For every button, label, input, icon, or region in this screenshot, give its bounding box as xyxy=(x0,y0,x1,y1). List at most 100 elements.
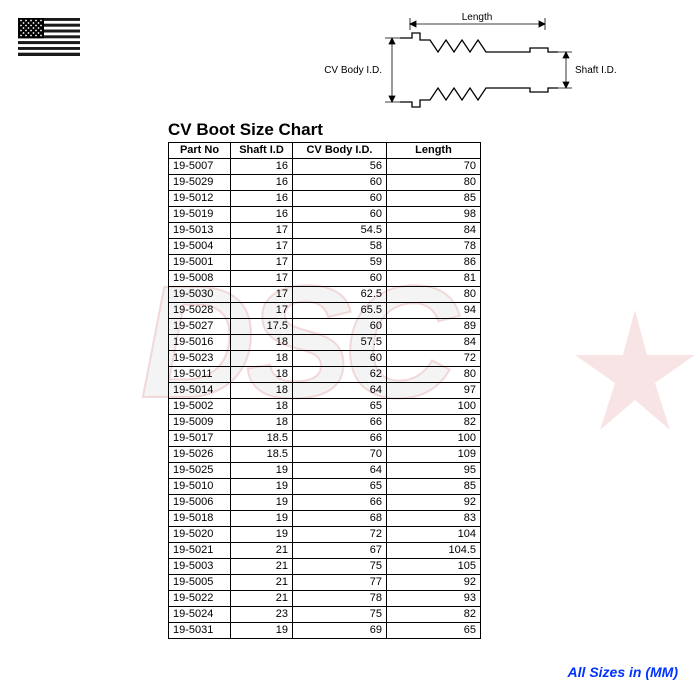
cell-part: 19-5021 xyxy=(169,543,231,559)
cv-boot-diagram: Length CV Body I.D. Shaft I.D. xyxy=(300,10,620,125)
table-row: 19-5010196585 xyxy=(169,479,481,495)
cell-part: 19-5013 xyxy=(169,223,231,239)
cell-part: 19-5011 xyxy=(169,367,231,383)
table-row: 19-50021865100 xyxy=(169,399,481,415)
cell-shaft: 19 xyxy=(231,527,293,543)
cell-body: 65.5 xyxy=(293,303,387,319)
cell-part: 19-5028 xyxy=(169,303,231,319)
table-row: 19-50281765.594 xyxy=(169,303,481,319)
cell-body: 56 xyxy=(293,159,387,175)
flag-svg xyxy=(18,18,80,56)
col-part: Part No xyxy=(169,143,231,159)
table-row: 19-50161857.584 xyxy=(169,335,481,351)
table-row: 19-50201972104 xyxy=(169,527,481,543)
table-row: 19-50301762.580 xyxy=(169,287,481,303)
cell-shaft: 17 xyxy=(231,255,293,271)
cell-shaft: 18 xyxy=(231,383,293,399)
table-row: 19-50032175105 xyxy=(169,559,481,575)
cell-body: 75 xyxy=(293,607,387,623)
cell-part: 19-5031 xyxy=(169,623,231,639)
diagram-svg: Length CV Body I.D. Shaft I.D. xyxy=(300,10,620,120)
cell-shaft: 18 xyxy=(231,399,293,415)
cell-part: 19-5002 xyxy=(169,399,231,415)
cell-part: 19-5012 xyxy=(169,191,231,207)
cell-body: 60 xyxy=(293,319,387,335)
table-row: 19-5007165670 xyxy=(169,159,481,175)
cell-body: 58 xyxy=(293,239,387,255)
cell-shaft: 16 xyxy=(231,159,293,175)
cell-length: 100 xyxy=(387,431,481,447)
cell-shaft: 19 xyxy=(231,495,293,511)
cell-shaft: 18 xyxy=(231,415,293,431)
cell-length: 80 xyxy=(387,287,481,303)
table-row: 19-5005217792 xyxy=(169,575,481,591)
table-row: 19-50131754.584 xyxy=(169,223,481,239)
cell-shaft: 17 xyxy=(231,239,293,255)
cell-part: 19-5019 xyxy=(169,207,231,223)
cell-body: 68 xyxy=(293,511,387,527)
cell-shaft: 16 xyxy=(231,175,293,191)
cell-body: 64 xyxy=(293,383,387,399)
cell-length: 80 xyxy=(387,175,481,191)
cell-part: 19-5004 xyxy=(169,239,231,255)
us-flag xyxy=(18,18,80,61)
cell-body: 60 xyxy=(293,175,387,191)
cell-part: 19-5023 xyxy=(169,351,231,367)
cell-shaft: 18.5 xyxy=(231,447,293,463)
cell-part: 19-5008 xyxy=(169,271,231,287)
cell-part: 19-5007 xyxy=(169,159,231,175)
cell-body: 64 xyxy=(293,463,387,479)
cell-length: 86 xyxy=(387,255,481,271)
cell-body: 60 xyxy=(293,207,387,223)
length-label: Length xyxy=(462,12,493,23)
cell-part: 19-5006 xyxy=(169,495,231,511)
cell-length: 98 xyxy=(387,207,481,223)
table-row: 19-5014186497 xyxy=(169,383,481,399)
footer-note: All Sizes in (MM) xyxy=(568,664,678,680)
cell-body: 72 xyxy=(293,527,387,543)
table-row: 19-5012166085 xyxy=(169,191,481,207)
cell-shaft: 21 xyxy=(231,591,293,607)
cell-shaft: 16 xyxy=(231,207,293,223)
cell-body: 70 xyxy=(293,447,387,463)
table-row: 19-5025196495 xyxy=(169,463,481,479)
cell-body: 60 xyxy=(293,351,387,367)
cell-shaft: 17 xyxy=(231,271,293,287)
table-row: 19-5029166080 xyxy=(169,175,481,191)
cell-body: 62.5 xyxy=(293,287,387,303)
cell-shaft: 19 xyxy=(231,463,293,479)
table-row: 19-5022217893 xyxy=(169,591,481,607)
cell-part: 19-5003 xyxy=(169,559,231,575)
cell-part: 19-5030 xyxy=(169,287,231,303)
cell-part: 19-5014 xyxy=(169,383,231,399)
cell-shaft: 19 xyxy=(231,511,293,527)
cell-shaft: 17 xyxy=(231,303,293,319)
cell-shaft: 19 xyxy=(231,479,293,495)
cell-shaft: 17 xyxy=(231,223,293,239)
cell-part: 19-5020 xyxy=(169,527,231,543)
cell-body: 66 xyxy=(293,495,387,511)
cell-part: 19-5018 xyxy=(169,511,231,527)
cell-part: 19-5027 xyxy=(169,319,231,335)
table-row: 19-5009186682 xyxy=(169,415,481,431)
cell-part: 19-5009 xyxy=(169,415,231,431)
table-row: 19-5011186280 xyxy=(169,367,481,383)
cell-shaft: 17.5 xyxy=(231,319,293,335)
cell-length: 85 xyxy=(387,191,481,207)
cell-length: 82 xyxy=(387,607,481,623)
cell-part: 19-5029 xyxy=(169,175,231,191)
cell-shaft: 21 xyxy=(231,543,293,559)
cell-shaft: 18 xyxy=(231,351,293,367)
cell-length: 83 xyxy=(387,511,481,527)
col-length: Length xyxy=(387,143,481,159)
cell-body: 59 xyxy=(293,255,387,271)
cell-body: 67 xyxy=(293,543,387,559)
cell-body: 60 xyxy=(293,191,387,207)
cell-length: 84 xyxy=(387,335,481,351)
cell-length: 92 xyxy=(387,575,481,591)
cell-part: 19-5026 xyxy=(169,447,231,463)
table-header-row: Part No Shaft I.D CV Body I.D. Length xyxy=(169,143,481,159)
table-row: 19-501718.566100 xyxy=(169,431,481,447)
cell-part: 19-5016 xyxy=(169,335,231,351)
cell-length: 81 xyxy=(387,271,481,287)
